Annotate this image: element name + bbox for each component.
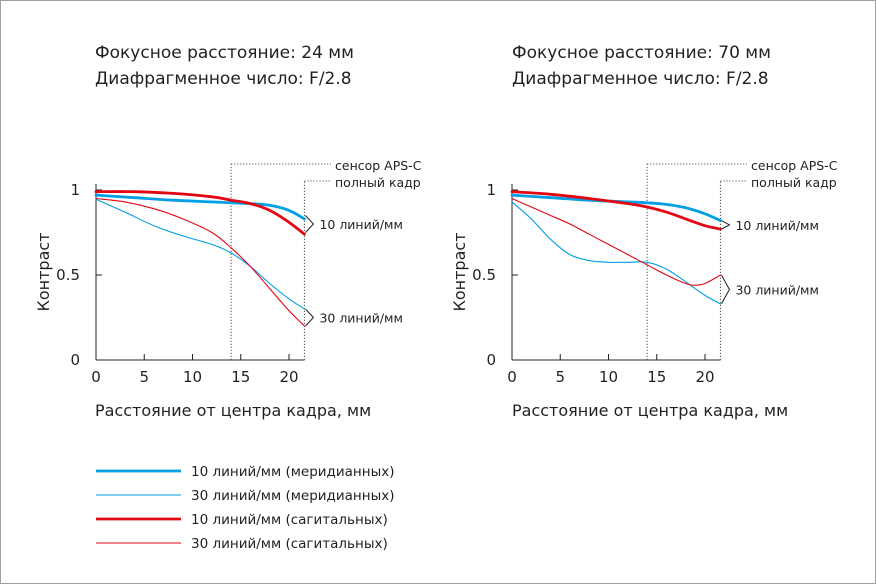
x-tick-label: 15: [647, 368, 666, 386]
y-tick-label: 1: [486, 181, 496, 199]
sensor-marker-label: сенсор APS-C: [335, 158, 422, 173]
x-axis-label: Расстояние от центра кадра, мм: [95, 401, 371, 420]
plot-area: 0 5 10 15 20 0 0.5 1 сенсор APS-C полный кадр 10 л…: [472, 158, 838, 386]
sensor-marker-label: полный кадр: [751, 175, 837, 190]
series-line: [94, 190, 306, 236]
x-tick-label: 0: [507, 368, 517, 386]
series-line: [510, 190, 722, 231]
legend-label: 10 линий/мм (меридианных): [191, 464, 395, 480]
y-tick-label: 0.5: [472, 266, 496, 284]
x-tick-label: 15: [231, 368, 250, 386]
x-tick-label: 5: [139, 368, 149, 386]
x-tick-label: 20: [279, 368, 298, 386]
legend-label: 10 линий/мм (сагитальных): [191, 512, 388, 528]
series-line: [510, 193, 722, 222]
y-axis-label: Контраст: [34, 232, 53, 311]
chart-24mm: Фокусное расстояние: 24 мм Диафрагменное…: [34, 43, 422, 420]
y-tick-label: 1: [70, 181, 80, 199]
chart-title-line-2: Диафрагменное число: F/2.8: [512, 69, 769, 89]
group-bracket: [721, 220, 731, 230]
y-axis-label: Контраст: [450, 232, 469, 311]
group-bracket: [721, 274, 731, 305]
x-tick-label: 0: [91, 368, 101, 386]
chart-70mm: Фокусное расстояние: 70 мм Диафрагменное…: [450, 43, 838, 420]
x-tick-label: 10: [599, 368, 618, 386]
series-line: [94, 193, 306, 221]
x-axis-label: Расстояние от центра кадра, мм: [512, 401, 788, 420]
legend: 10 линий/мм (меридианных) 30 линий/мм (ме…: [96, 464, 395, 552]
group-bracket: [305, 215, 315, 233]
chart-title-line-2: Диафрагменное число: F/2.8: [95, 69, 352, 89]
series-line: [511, 201, 721, 305]
plot-area: 0 5 10 15 20 0 0.5 1 сенсор APS-C полный кадр 10 л…: [56, 158, 422, 386]
x-tick-label: 20: [695, 368, 714, 386]
group-label: 10 линий/мм: [735, 218, 818, 233]
group-label: 30 линий/мм: [319, 311, 402, 326]
series-line: [95, 197, 305, 327]
sensor-marker-label: сенсор APS-C: [751, 158, 838, 173]
series-line: [511, 197, 721, 286]
y-tick-label: 0.5: [56, 266, 80, 284]
y-tick-label: 0: [70, 351, 80, 369]
legend-label: 30 линий/мм (сагитальных): [191, 536, 388, 552]
series-line: [95, 198, 305, 310]
group-label: 10 линий/мм: [319, 217, 402, 232]
y-tick-label: 0: [486, 351, 496, 369]
x-tick-label: 5: [555, 368, 565, 386]
chart-title-line-1: Фокусное расстояние: 24 мм: [95, 43, 354, 63]
sensor-marker-label: полный кадр: [335, 175, 421, 190]
chart-title-line-1: Фокусное расстояние: 70 мм: [512, 43, 771, 63]
group-label: 30 линий/мм: [735, 282, 818, 297]
x-tick-label: 10: [183, 368, 202, 386]
legend-label: 30 линий/мм (меридианных): [191, 488, 395, 504]
group-bracket: [305, 308, 315, 327]
